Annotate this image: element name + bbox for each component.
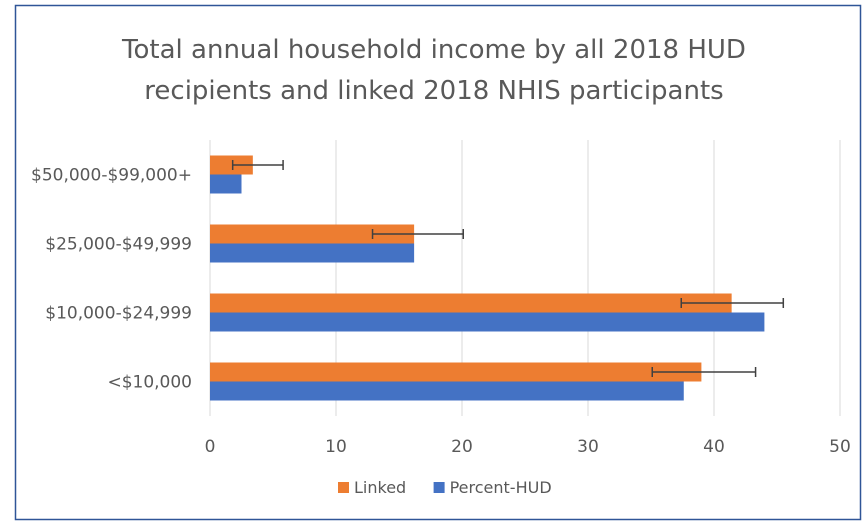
x-tick-label: 40 <box>703 437 725 457</box>
category-label: $25,000-$49,999 <box>45 235 192 255</box>
x-tick-label: 30 <box>577 437 599 457</box>
bar-percent-hud <box>210 174 242 194</box>
chart-title-line-1: Total annual household income by all 201… <box>121 35 746 65</box>
bar-percent-hud <box>210 381 684 401</box>
category-label: <$10,000 <box>107 373 192 393</box>
chart-title-line-2: recipients and linked 2018 NHIS particip… <box>144 76 723 106</box>
error-bars <box>231 160 785 377</box>
bars <box>210 155 765 401</box>
category-labels: $50,000-$99,000+ $25,000-$49,999 $10,000-$… <box>31 166 192 393</box>
category-label: $50,000-$99,000+ <box>31 166 192 186</box>
x-tick-label: 20 <box>451 437 473 457</box>
category-label: $10,000-$24,999 <box>45 304 192 324</box>
legend-swatch-percent-hud <box>433 482 445 493</box>
legend-swatch-linked <box>338 482 349 493</box>
bar-percent-hud <box>210 312 765 332</box>
x-tick-label: 0 <box>205 437 216 457</box>
x-tick-label: 10 <box>325 437 347 457</box>
x-tick-label: 50 <box>829 437 851 457</box>
bar-linked <box>210 293 732 313</box>
bar-linked <box>210 362 702 382</box>
legend-label: Percent-HUD <box>450 478 552 497</box>
chart-border <box>14 4 862 521</box>
bar-percent-hud <box>210 243 415 263</box>
legend-label: Linked <box>354 478 406 497</box>
legend: Linked Percent-HUD <box>338 478 552 497</box>
bar-linked <box>210 224 415 244</box>
x-tick-labels: 0 10 20 30 40 50 <box>205 437 851 457</box>
bar-linked <box>210 155 253 175</box>
